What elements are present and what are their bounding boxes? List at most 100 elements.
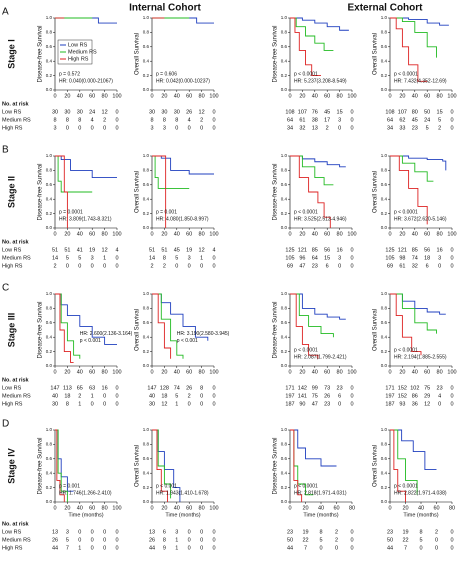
risk-count: 2 xyxy=(326,125,329,131)
risk-count: 18 xyxy=(424,255,430,261)
x-tick-label: 20 xyxy=(64,93,70,99)
risk-row-label: High RS xyxy=(2,263,23,269)
risk-count: 0 xyxy=(338,263,341,269)
risk-count: 19 xyxy=(402,529,408,535)
annotation: HR: 1.746(1.266-2.410) xyxy=(59,490,112,496)
annotation: HR: 4.080(1.850-8.997) xyxy=(156,216,209,222)
x-tick-label: 60 xyxy=(89,93,95,99)
risk-count: 23 xyxy=(312,263,318,269)
risk-count: 0 xyxy=(350,117,353,123)
risk-count: 5 xyxy=(66,537,69,543)
x-tick-label: 100 xyxy=(209,231,218,237)
y-tick-label: 0.4 xyxy=(46,470,53,475)
y-axis-label: Overall Survival xyxy=(373,445,379,487)
survival-curve xyxy=(55,429,68,502)
y-tick-label: 0.6 xyxy=(46,44,53,49)
header: External Cohort xyxy=(347,3,423,14)
x-tick-label: 40 xyxy=(174,369,180,375)
risk-row-label: Medium RS xyxy=(2,537,31,543)
risk-count: 2 xyxy=(200,117,203,123)
risk-count: 2 xyxy=(53,263,56,269)
y-tick-label: 0.8 xyxy=(46,168,53,173)
y-tick-label: 0.4 xyxy=(143,58,150,63)
annotation: p < 0.0001 xyxy=(394,71,418,77)
header: Internal Cohort xyxy=(129,3,201,14)
survival-curve xyxy=(290,155,346,168)
x-tick-label: 60 xyxy=(324,369,330,375)
annotation: HR: 7.432(4.352-12.69) xyxy=(394,78,447,84)
y-tick-label: 0.8 xyxy=(143,30,150,35)
survival-curve xyxy=(390,293,422,356)
risk-count: 16 xyxy=(102,385,108,391)
risk-count: 141 xyxy=(298,393,307,399)
risk-count: 30 xyxy=(52,109,58,115)
survival-curve xyxy=(390,429,437,471)
y-tick-label: 0.6 xyxy=(143,44,150,49)
y-tick-label: 0.2 xyxy=(143,211,150,216)
risk-count: 75 xyxy=(312,393,318,399)
risk-count: 3 xyxy=(66,529,69,535)
y-tick-label: 0.0 xyxy=(143,87,150,92)
y-tick-label: 0.8 xyxy=(381,442,388,447)
risk-count: 0 xyxy=(91,545,94,551)
y-tick-label: 0.2 xyxy=(46,211,53,216)
y-tick-label: 1.0 xyxy=(143,153,150,158)
risk-row-label: Medium RS xyxy=(2,117,31,123)
risk-count: 13 xyxy=(149,529,155,535)
y-tick-label: 1.0 xyxy=(281,427,288,432)
risk-count: 121 xyxy=(298,247,307,253)
risk-count: 3 xyxy=(150,125,153,131)
risk-count: 0 xyxy=(335,545,338,551)
y-tick-label: 0.4 xyxy=(281,58,288,63)
risk-count: 0 xyxy=(188,125,191,131)
risk-count: 1 xyxy=(175,537,178,543)
x-tick-label: 80 xyxy=(337,93,343,99)
x-tick-label: 80 xyxy=(349,505,355,511)
risk-count: 23 xyxy=(287,529,293,535)
survival-curve xyxy=(290,17,321,77)
x-tick-label: 20 xyxy=(64,231,70,237)
y-tick-label: 0.4 xyxy=(281,196,288,201)
y-tick-label: 0.2 xyxy=(281,349,288,354)
stage-label: Stage I xyxy=(6,39,16,69)
risk-count: 0 xyxy=(91,263,94,269)
risk-count: 30 xyxy=(161,109,167,115)
risk-count: 0 xyxy=(212,393,215,399)
risk-count: 8 xyxy=(163,255,166,261)
y-tick-label: 0.0 xyxy=(46,87,53,92)
survival-curve xyxy=(55,155,93,193)
y-tick-label: 0.8 xyxy=(381,306,388,311)
risk-count: 24 xyxy=(424,117,430,123)
survival-curve xyxy=(290,17,334,51)
annotation: p = 0.572 xyxy=(59,71,80,77)
risk-count: 0 xyxy=(350,125,353,131)
risk-count: 4 xyxy=(91,117,94,123)
risk-count: 5 xyxy=(175,393,178,399)
risk-count: 3 xyxy=(91,255,94,261)
x-tick-label: 80 xyxy=(437,231,443,237)
y-tick-label: 0.8 xyxy=(281,30,288,35)
x-tick-label: 80 xyxy=(102,231,108,237)
annotation: HR: 2.087(1.799-2.421) xyxy=(294,354,347,360)
risk-count: 0 xyxy=(115,401,118,407)
x-axis-label: Time (months) xyxy=(68,512,103,518)
risk-count: 22 xyxy=(402,537,408,543)
x-axis-label: Time (months) xyxy=(303,512,338,518)
survival-curve xyxy=(290,293,319,359)
annotation: HR: 3.525(2.513-4.946) xyxy=(294,216,347,222)
x-tick-label: 40 xyxy=(174,93,180,99)
risk-count: 0 xyxy=(200,263,203,269)
x-tick-label: 0 xyxy=(150,93,153,99)
y-tick-label: 0.6 xyxy=(46,320,53,325)
y-tick-label: 0.2 xyxy=(381,73,388,78)
y-axis-label: Overall Survival xyxy=(373,309,379,351)
x-tick-label: 40 xyxy=(412,231,418,237)
x-tick-label: 60 xyxy=(89,369,95,375)
y-tick-label: 0.6 xyxy=(143,320,150,325)
risk-count: 0 xyxy=(419,545,422,551)
x-tick-label: 60 xyxy=(324,231,330,237)
survival-curve xyxy=(290,17,349,31)
risk-count: 107 xyxy=(398,109,407,115)
risk-count: 8 xyxy=(163,117,166,123)
